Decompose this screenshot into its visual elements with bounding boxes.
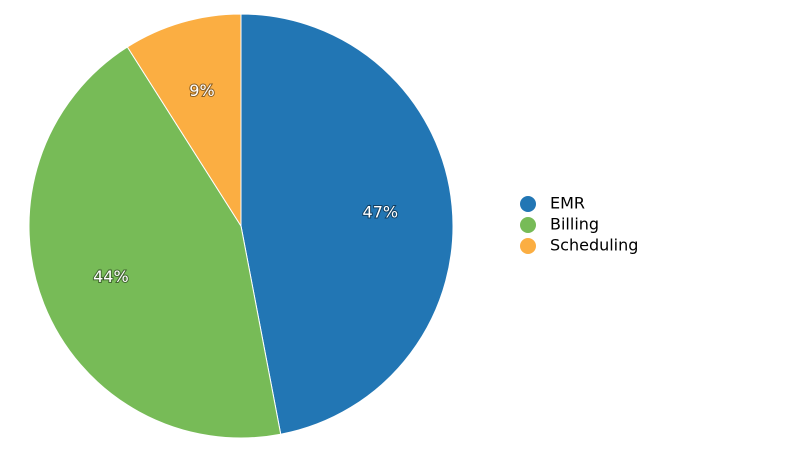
legend-swatch [520,238,536,254]
legend: EMR Billing Scheduling [520,194,638,255]
slice-label-billing: 44% [93,267,129,286]
legend-item-billing[interactable]: Billing [520,215,599,234]
legend-item-emr[interactable]: EMR [520,194,585,213]
legend-swatch [520,217,536,233]
slice-label-scheduling: 9% [189,81,214,100]
legend-label: EMR [550,194,585,213]
pie-slices [29,14,453,438]
legend-label: Billing [550,215,599,234]
legend-swatch [520,196,536,212]
slice-label-emr: 47% [363,202,399,221]
legend-item-scheduling[interactable]: Scheduling [520,236,638,255]
legend-label: Scheduling [550,236,638,255]
pie-slice-emr[interactable] [241,14,453,434]
